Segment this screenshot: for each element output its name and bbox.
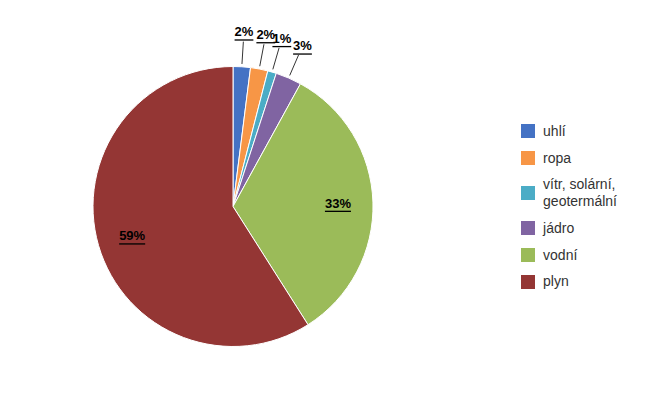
html-text:ropa: ropa	[543, 149, 572, 166]
html-text:uhlí: uhlí	[543, 122, 566, 139]
svg-text:2%: 2%	[235, 24, 254, 39]
svg-text:33%: 33%	[325, 196, 351, 211]
svg-text:59%: 59%	[119, 228, 145, 243]
html-text:vodní: vodní	[543, 246, 578, 263]
svg-text:2%: 2%	[256, 27, 276, 43]
html-text:plyn: plyn	[543, 273, 569, 290]
svg-text:3%: 3%	[293, 38, 312, 53]
html-text:jádro: jádro	[543, 219, 575, 236]
html-text:vítr, solární, geotermální: vítr, solární, geotermální	[543, 176, 617, 210]
svg-text:1%: 1%	[272, 31, 291, 46]
